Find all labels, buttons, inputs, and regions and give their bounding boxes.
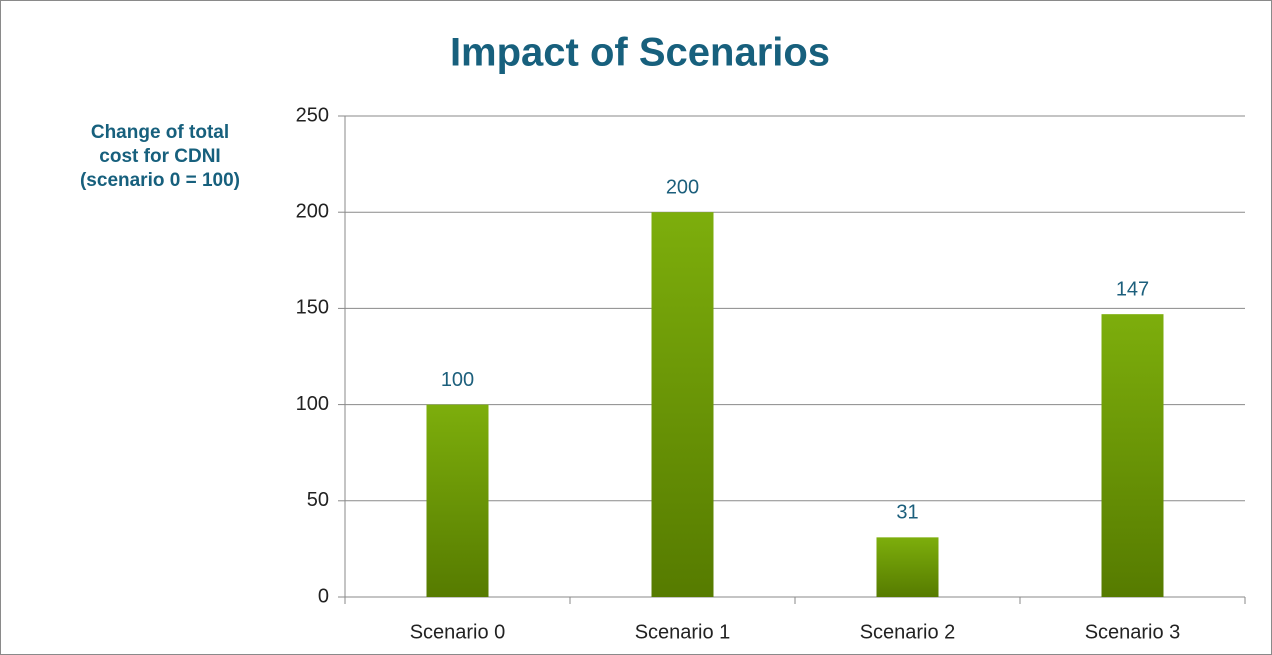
y-axis-label: cost for CDNI xyxy=(99,146,220,167)
bar xyxy=(1101,314,1164,597)
y-tick-label: 0 xyxy=(318,585,329,607)
y-axis-label: Change of total xyxy=(91,122,229,143)
data-label: 147 xyxy=(1116,278,1149,300)
bar xyxy=(651,212,714,597)
y-axis-label: (scenario 0 = 100) xyxy=(80,170,240,191)
y-tick-label: 150 xyxy=(296,297,329,319)
bar xyxy=(876,537,939,597)
bar xyxy=(426,404,489,597)
x-tick-label: Scenario 0 xyxy=(410,621,506,643)
y-tick-label: 250 xyxy=(296,104,329,126)
x-tick-label: Scenario 1 xyxy=(635,621,731,643)
chart-title: Impact of Scenarios xyxy=(450,31,830,75)
y-tick-label: 200 xyxy=(296,200,329,222)
y-tick-label: 100 xyxy=(296,393,329,415)
y-tick-label: 50 xyxy=(307,489,329,511)
data-label: 31 xyxy=(896,502,918,524)
x-tick-label: Scenario 3 xyxy=(1085,621,1181,643)
data-label: 100 xyxy=(441,369,474,391)
x-tick-label: Scenario 2 xyxy=(860,621,956,643)
data-label: 200 xyxy=(666,176,699,198)
